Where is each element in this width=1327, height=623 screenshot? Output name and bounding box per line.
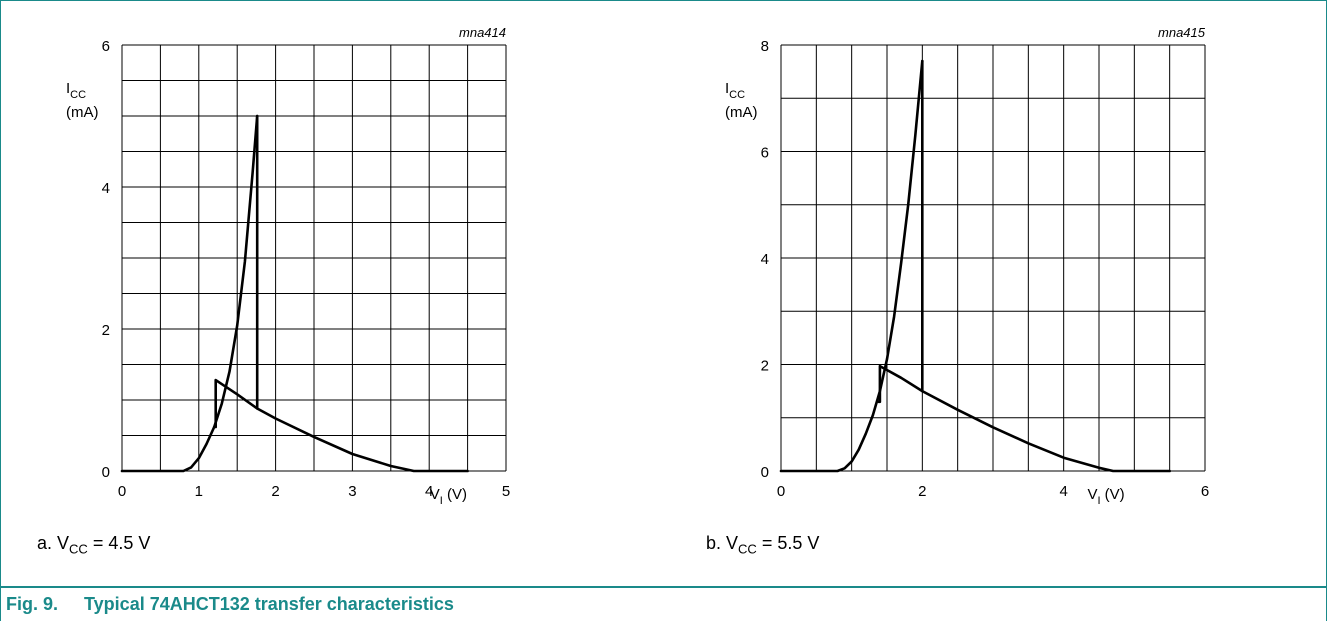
y-axis-label: ICC: [725, 80, 745, 101]
x-tick-label: 3: [348, 483, 356, 500]
y-tick-label: 4: [761, 251, 769, 268]
x-axis-label: VI (V): [1087, 486, 1124, 507]
x-tick-label: 1: [195, 483, 203, 500]
x-axis-label: VI (V): [430, 486, 467, 507]
series-line-3: [212, 378, 259, 429]
series-line-2: [255, 114, 469, 473]
y-axis-unit: (mA): [725, 104, 758, 121]
x-tick-label: 0: [118, 483, 126, 500]
figure-canvas: 0 1 2 3 4 5 0 2 4 6 ICC (mA) VI (V) mna414 0 2 4 6 0 2 4 6 8 I…: [66, 25, 1209, 507]
x-tick-label: 2: [918, 483, 926, 500]
x-tick-label: 6: [1201, 483, 1209, 500]
series-line-1: [779, 59, 924, 473]
series-line-3: [877, 364, 924, 404]
x-tick-label: 0: [777, 483, 785, 500]
figure-title: Typical 74AHCT132 transfer characteristi…: [84, 594, 454, 614]
subcaption-b: b. VCC = 5.5 V: [706, 533, 820, 557]
x-tick-label: 2: [271, 483, 279, 500]
x-tick-label: 4: [1059, 483, 1067, 500]
subcaption-a: a. VCC = 4.5 V: [37, 533, 151, 557]
series-line-2: [920, 59, 1171, 473]
y-tick-label: 4: [102, 180, 110, 197]
figure-number: Fig. 9.: [6, 594, 59, 614]
y-tick-label: 2: [102, 322, 110, 339]
y-tick-label: 0: [761, 464, 769, 481]
grid-lines: [121, 44, 507, 472]
y-tick-label: 0: [102, 464, 110, 481]
figure-code: mna414: [459, 25, 506, 40]
grid-lines: [780, 44, 1206, 472]
caption-rule: [0, 586, 1327, 588]
chart-vcc-5-5v: 0 2 4 6 0 2 4 6 8 ICC (mA) VI (V) mna415: [725, 25, 1209, 507]
y-tick-label: 6: [761, 145, 769, 162]
y-tick-label: 2: [761, 358, 769, 375]
y-tick-label: 8: [761, 38, 769, 55]
series-line-1: [120, 114, 259, 473]
figure-top-rule: [0, 0, 1327, 1]
y-tick-label: 6: [102, 38, 110, 55]
figure-caption: Fig. 9. Typical 74AHCT132 transfer chara…: [6, 594, 454, 615]
y-axis-label: ICC: [66, 80, 86, 101]
x-tick-label: 5: [502, 483, 510, 500]
y-axis-unit: (mA): [66, 104, 99, 121]
figure-code: mna415: [1158, 25, 1206, 40]
x-tick-label: 4: [425, 483, 433, 500]
chart-vcc-4-5v: 0 1 2 3 4 5 0 2 4 6 ICC (mA) VI (V) mna414: [66, 25, 510, 507]
